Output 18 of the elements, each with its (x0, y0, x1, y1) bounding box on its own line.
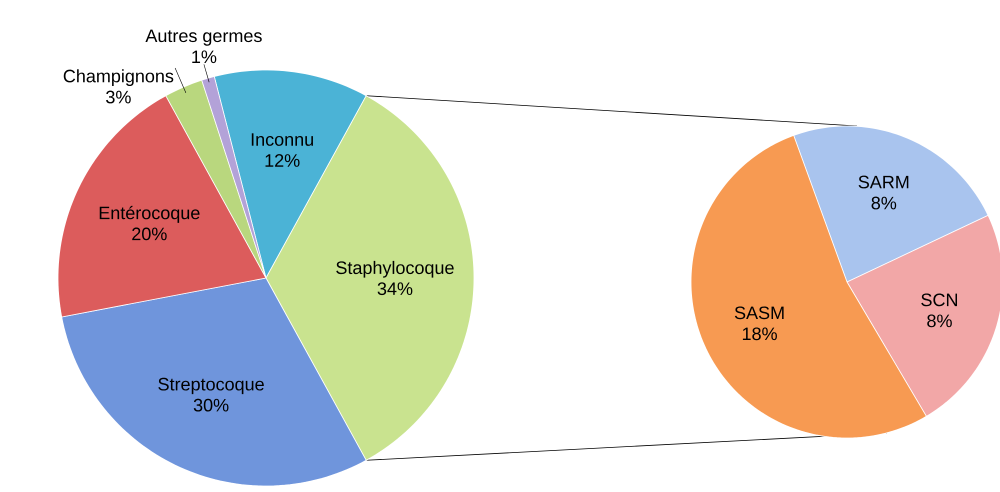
slice-label: Staphylocoque (336, 260, 454, 278)
data-label: 8% (872, 196, 896, 210)
data-label: 30% (194, 398, 228, 412)
data-label: 12% (266, 154, 300, 167)
slice-label: Champignons (64, 69, 174, 86)
slice-label: Autres germes (145, 30, 262, 46)
slice-label: SCN (921, 293, 958, 306)
data-label: 8% (927, 314, 952, 328)
data-label: 3% (106, 90, 131, 104)
data-label: 1% (192, 50, 216, 64)
slice-label: Inconnu (252, 133, 313, 146)
data-label: 34% (378, 282, 412, 296)
slice-label: Streptocoque (158, 378, 264, 394)
slice-label: Entérocoque (100, 206, 200, 223)
data-label: 18% (742, 327, 777, 340)
data-label: 20% (132, 228, 167, 240)
slice-label: SARM (858, 176, 908, 188)
slice-label: SASM (734, 306, 784, 320)
